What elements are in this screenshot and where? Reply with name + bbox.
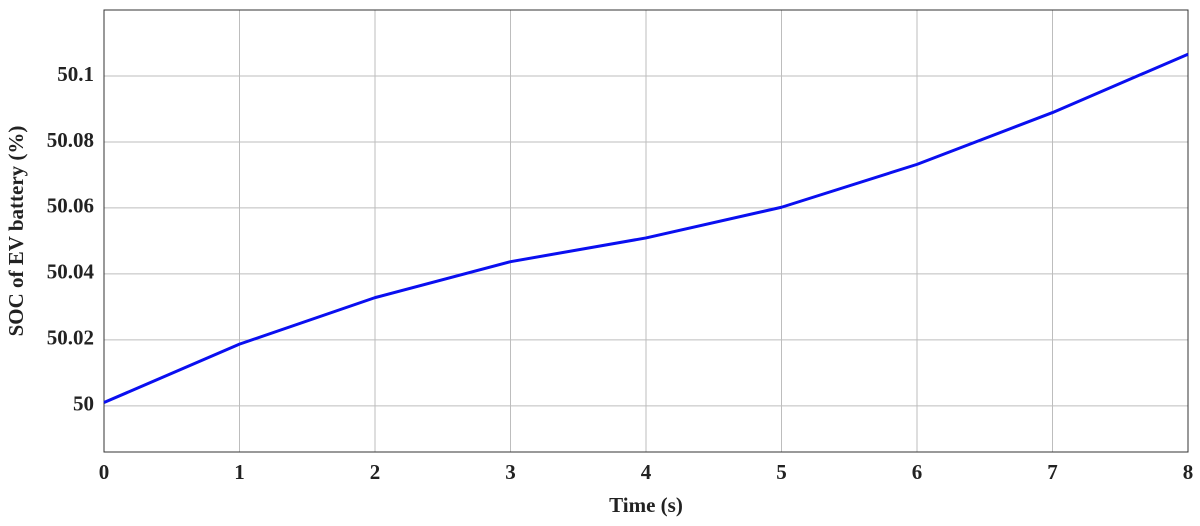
x-tick-label: 0 <box>99 460 110 484</box>
x-tick-label: 5 <box>776 460 787 484</box>
x-tick-label: 1 <box>234 460 245 484</box>
x-axis-label: Time (s) <box>609 493 683 517</box>
x-tick-label: 7 <box>1047 460 1058 484</box>
x-tick-label: 4 <box>641 460 652 484</box>
y-tick-label: 50.02 <box>47 326 94 350</box>
y-tick-label: 50.1 <box>57 62 94 86</box>
data-line <box>103 52 1189 404</box>
x-tick-label: 6 <box>912 460 923 484</box>
x-tick-label: 3 <box>505 460 516 484</box>
x-tick-label: 2 <box>370 460 381 484</box>
x-tick-label: 8 <box>1183 460 1194 484</box>
plot-frame <box>103 9 1189 453</box>
y-tick-label: 50.04 <box>47 260 95 284</box>
y-tick-label: 50 <box>73 392 94 416</box>
y-tick-label: 50.06 <box>47 194 94 218</box>
y-axis-label: SOC of EV battery (%) <box>4 126 28 337</box>
y-tick-label: 50.08 <box>47 128 94 152</box>
